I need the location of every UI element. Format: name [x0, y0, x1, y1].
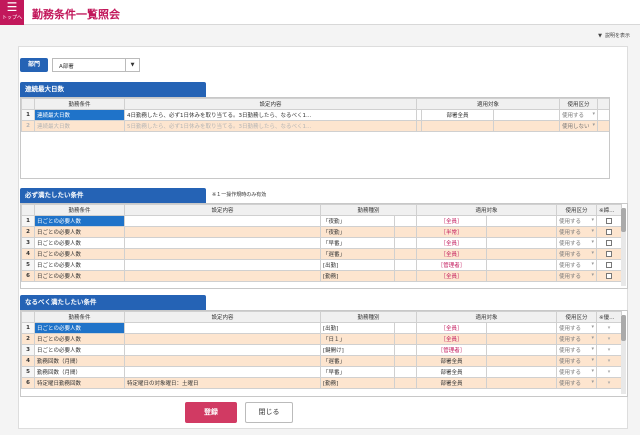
- close-button[interactable]: 閉じる: [245, 402, 293, 423]
- col-header-kind: 勤務種別: [319, 204, 418, 216]
- use-select: 使用する ▾: [559, 239, 595, 247]
- scrollbar[interactable]: [621, 208, 626, 286]
- use-select: 使用する ▾: [559, 324, 595, 332]
- table-header: 勤務条件 設定内容 勤務種別 適用対象 使用区分 ※優先順位: [21, 311, 623, 323]
- col-header-condition: 勤務条件: [34, 204, 125, 216]
- section-title-preferred-conditions: なるべく満たしたい条件: [20, 295, 206, 310]
- chevron-down-icon: ▼: [125, 59, 139, 71]
- col-header-kind: 勤務種別: [319, 311, 418, 323]
- col-header-num: [21, 98, 35, 110]
- use-select: 使用する ▾: [562, 111, 596, 119]
- chevron-down-icon: ▾: [591, 346, 595, 352]
- table-row[interactable]: 2 連続最大日数 5日勤務したら、必ず1日休みを取り当てる。3日勤務したら、なる…: [21, 120, 609, 132]
- table-must-conditions: 勤務条件 設定内容 勤務種別 適用対象 使用区分 ※締める 1 日ごとの必要人数…: [20, 203, 628, 289]
- use-select: 使用する ▾: [559, 217, 595, 225]
- col-header-extra: [597, 98, 609, 110]
- table-preferred-conditions: 勤務条件 設定内容 勤務種別 適用対象 使用区分 ※優先順位 1 日ごとの必要人…: [20, 310, 628, 397]
- priority-select-icon[interactable]: ▾: [607, 336, 611, 342]
- col-header-priority: ※優先順位: [596, 311, 623, 323]
- table-row[interactable]: 5 日ごとの必要人数 [出勤] ［管理者］ 使用する ▾: [21, 259, 623, 271]
- department-value: A部署: [59, 64, 74, 70]
- use-select: 使用する ▾: [559, 379, 595, 387]
- chevron-down-icon: ▾: [591, 228, 595, 234]
- tighten-checkbox[interactable]: [606, 228, 613, 235]
- use-select: 使用する ▾: [559, 368, 595, 376]
- chevron-down-icon: ▾: [591, 324, 595, 330]
- col-header-target: 適用対象: [416, 204, 558, 216]
- section-title-must-conditions: 必ず満たしたい条件: [20, 188, 206, 203]
- col-header-target: 適用対象: [416, 311, 558, 323]
- menu-button[interactable]: ☰ トップへ: [0, 0, 24, 25]
- col-header-condition: 勤務条件: [34, 98, 125, 110]
- table-row[interactable]: 3 日ごとの必要人数 「早番」 ［全員］ 使用する ▾: [21, 237, 623, 249]
- chevron-down-icon: ▾: [592, 111, 596, 117]
- table-row[interactable]: 1 連続最大日数 4日勤務したら、必ず1日休みを取り当てる。3日勤務したら、なる…: [21, 109, 609, 121]
- table-consecutive-max-days: 勤務条件 設定内容 適用対象 使用区分 1 連続最大日数 4日勤務したら、必ず1…: [20, 97, 610, 179]
- hamburger-icon: ☰: [6, 0, 18, 14]
- table-row[interactable]: 6 特定曜日勤務回数 特定曜日の対象曜日：土曜日 [勤務] 部署全員 使用する ▾…: [21, 377, 623, 389]
- chevron-down-icon: ▾: [591, 217, 595, 223]
- table-row[interactable]: 4 勤務回数（月間） 「遅番」 部署全員 使用する ▾ ▾: [21, 355, 623, 367]
- use-select: 使用する ▾: [559, 346, 595, 354]
- table-header: 勤務条件 設定内容 適用対象 使用区分: [21, 98, 609, 110]
- tighten-checkbox[interactable]: [606, 250, 613, 257]
- section-title-consecutive-max-days: 連続最大日数: [20, 82, 206, 97]
- chevron-down-icon: ▾: [591, 357, 595, 363]
- table-row[interactable]: 5 勤務回数（月間） 「早番」 部署全員 使用する ▾ ▾: [21, 366, 623, 378]
- use-select: 使用する ▾: [559, 357, 595, 365]
- priority-select-icon[interactable]: ▾: [607, 347, 611, 353]
- chevron-down-icon: ▾: [591, 261, 595, 267]
- chevron-down-icon: ▾: [591, 368, 595, 374]
- tighten-checkbox[interactable]: [606, 272, 613, 279]
- table-row[interactable]: 1 日ごとの必要人数 [出勤] ［全員］ 使用する ▾ ▾: [21, 322, 623, 334]
- col-header-tighten: ※締める: [596, 204, 623, 216]
- col-header-content: 設定内容: [124, 311, 321, 323]
- priority-select-icon[interactable]: ▾: [607, 380, 611, 386]
- table-row[interactable]: 6 日ごとの必要人数 [勤務] ［全員］ 使用する ▾: [21, 270, 623, 282]
- table-row[interactable]: 2 日ごとの必要人数 「夜勤」 ［半常］ 使用する ▾: [21, 226, 623, 238]
- department-label: 部門: [20, 58, 48, 72]
- use-select: 使用する ▾: [559, 250, 595, 258]
- priority-select-icon[interactable]: ▾: [607, 325, 611, 331]
- tighten-checkbox[interactable]: [606, 217, 613, 224]
- col-header-condition: 勤務条件: [34, 311, 125, 323]
- chevron-down-icon: ▾: [591, 335, 595, 341]
- priority-select-icon[interactable]: ▾: [607, 358, 611, 364]
- col-header-use: 使用区分: [556, 311, 598, 323]
- tighten-checkbox[interactable]: [606, 239, 613, 246]
- col-header-use: 使用区分: [556, 204, 598, 216]
- description-toggle[interactable]: ▼ 説明を表示: [598, 33, 630, 39]
- table-row[interactable]: 3 日ごとの必要人数 [鍵開け] ［管理者］ 使用する ▾ ▾: [21, 344, 623, 356]
- top-bar: ☰ トップへ 勤務条件一覧照会: [0, 0, 640, 25]
- col-header-use: 使用区分: [559, 98, 599, 110]
- chevron-down-icon: ▾: [592, 122, 596, 128]
- page-title: 勤務条件一覧照会: [32, 8, 120, 21]
- use-select: 使用する ▾: [559, 261, 595, 269]
- department-select[interactable]: A部署 ▼: [52, 58, 140, 72]
- col-header-content: 設定内容: [123, 98, 418, 110]
- register-button[interactable]: 登録: [185, 402, 237, 423]
- col-header-content: 設定内容: [124, 204, 321, 216]
- chevron-down-icon: ▾: [591, 239, 595, 245]
- chevron-down-icon: ▾: [591, 250, 595, 256]
- tighten-checkbox[interactable]: [606, 261, 613, 268]
- table-row[interactable]: 2 日ごとの必要人数 「日１」 ［全員］ 使用する ▾ ▾: [21, 333, 623, 345]
- chevron-down-icon: ▾: [591, 379, 595, 385]
- table-row[interactable]: 1 日ごとの必要人数 「夜勤」 ［全員］ 使用する ▾: [21, 215, 623, 227]
- section-note: ※１一操作規時のみ有効: [212, 192, 267, 198]
- scrollbar[interactable]: [621, 315, 626, 394]
- priority-select-icon[interactable]: ▾: [607, 369, 611, 375]
- table-header: 勤務条件 設定内容 勤務種別 適用対象 使用区分 ※締める: [21, 204, 623, 216]
- use-select: 使用する ▾: [559, 228, 595, 236]
- use-select: 使用する ▾: [559, 272, 595, 280]
- chevron-down-icon: ▾: [591, 272, 595, 278]
- triangle-down-icon: ▼: [598, 33, 602, 39]
- use-select: 使用しない ▾: [562, 122, 596, 130]
- use-select: 使用する ▾: [559, 335, 595, 343]
- table-row[interactable]: 4 日ごとの必要人数 「遅番」 ［全員］ 使用する ▾: [21, 248, 623, 260]
- col-header-target: 適用対象: [416, 98, 561, 110]
